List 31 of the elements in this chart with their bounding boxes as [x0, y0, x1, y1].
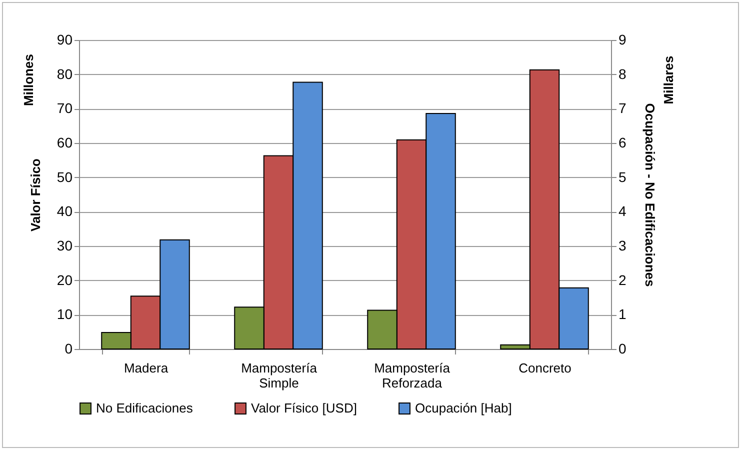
y2-tick-label: 6 — [618, 134, 626, 150]
y-tick-label: 0 — [64, 340, 73, 356]
y-tick-label: 90 — [56, 32, 73, 48]
y-tick-label: 50 — [56, 168, 73, 185]
y2-tick-label: 7 — [618, 100, 626, 116]
y2-axis-title: Ocupación - No Edificaciones — [642, 103, 658, 287]
y2-tick-label: 4 — [618, 203, 626, 220]
y2-tick-label: 0 — [618, 340, 626, 356]
y2-tick-label: 8 — [618, 66, 626, 82]
y-tick-label: 70 — [56, 100, 73, 116]
legend-label: No Edificaciones — [96, 400, 194, 416]
y2-tick-label: 3 — [618, 238, 626, 254]
x-tick-label: Concreto — [518, 360, 572, 376]
text: Millares — [661, 56, 676, 104]
text: Millones — [21, 54, 36, 106]
y-tick-label: 20 — [56, 272, 73, 288]
x-tick-label: Mampostería Simple — [241, 360, 318, 390]
x-tick-label: Mampostería Reforzada — [374, 360, 451, 390]
y-tick-label: 40 — [56, 203, 73, 220]
y-axis-title: Valor Físico — [28, 158, 43, 232]
y2-tick-label: 2 — [618, 272, 626, 288]
legend-label: Valor Físico [USD] — [251, 400, 357, 416]
legend-label: Ocupación [Hab] — [415, 400, 512, 416]
x-tick-label: Madera — [124, 360, 169, 376]
y-tick-label: 80 — [56, 66, 73, 82]
y-tick-label: 30 — [56, 238, 73, 254]
y2-tick-label: 5 — [618, 168, 626, 185]
y-tick-label: 60 — [56, 134, 73, 150]
y2-tick-label: 9 — [618, 32, 626, 48]
y-tick-label: 10 — [56, 306, 73, 322]
y2-tick-label: 1 — [618, 306, 626, 322]
